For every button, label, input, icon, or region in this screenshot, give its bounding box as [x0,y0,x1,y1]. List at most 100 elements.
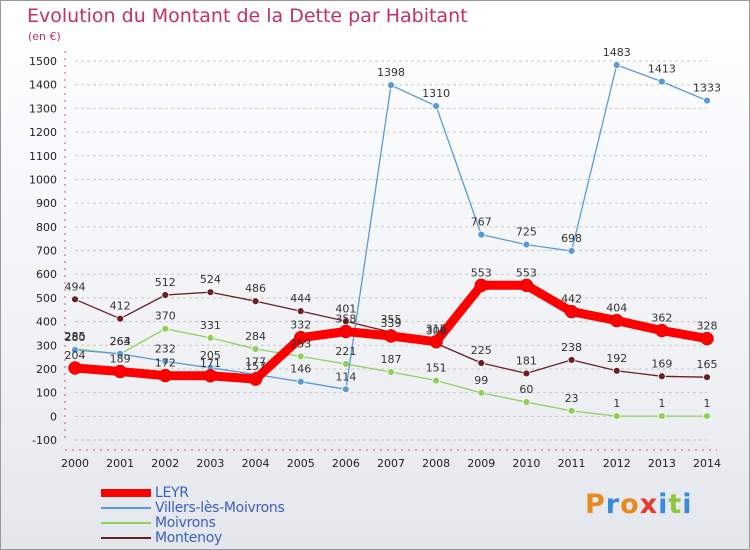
data-label-leyr: 171 [200,357,221,370]
data-point-montenoy [522,369,531,378]
y-tick-label: 100 [36,387,57,400]
data-label-montenoy: 444 [290,292,311,305]
data-label-moivrons: 1 [613,397,620,410]
data-point-montenoy [657,372,666,381]
data-label-montenoy: 524 [200,273,221,286]
y-tick-label: 800 [36,221,57,234]
data-label-montenoy: 192 [606,352,627,365]
legend-swatch-leyr [101,489,151,497]
data-point-villers-l-s-moivrons [567,247,576,255]
y-tick-label: 1400 [29,79,57,92]
x-tick-label: 2008 [422,457,450,470]
logo-letter: x [639,489,659,520]
legend-swatch-montenoy [101,537,151,539]
logo-letter: i [682,489,693,520]
data-label-villers-l-s-moivrons: 725 [516,226,537,239]
data-point-montenoy [206,288,215,297]
data-label-montenoy: 355 [381,313,402,326]
logo-letter: r [605,489,621,520]
data-label-villers-l-s-moivrons: 767 [471,216,492,229]
data-label-moivrons: 253 [290,337,311,350]
y-tick-label: 600 [36,268,57,281]
data-label-montenoy: 401 [335,302,356,315]
x-tick-label: 2004 [242,457,270,470]
data-label-leyr: 442 [561,293,582,306]
data-label-villers-l-s-moivrons: 232 [155,342,176,355]
data-label-leyr: 339 [381,317,402,330]
data-label-leyr: 553 [471,266,492,279]
data-point-moivrons [612,412,621,420]
data-label-moivrons: 221 [335,345,356,358]
x-tick-label: 2000 [61,457,89,470]
data-point-villers-l-s-moivrons [703,96,711,105]
data-point-villers-l-s-moivrons [116,349,125,358]
logo-letter: i [658,489,669,520]
y-tick-label: 400 [36,316,57,329]
data-label-montenoy: 181 [516,354,537,367]
data-label-leyr: 157 [245,360,266,373]
data-label-montenoy: 308 [426,324,447,337]
data-label-leyr: 358 [335,313,356,326]
data-label-montenoy: 165 [697,358,718,371]
y-tick-label: 0 [50,410,57,423]
data-point-villers-l-s-moivrons [612,61,621,69]
x-tick-label: 2005 [287,457,315,470]
y-tick-label: 1200 [29,126,57,139]
data-point-montenoy [296,307,305,316]
data-point-leyr [293,330,308,345]
x-tick-label: 2014 [693,457,721,470]
x-tick-label: 2010 [512,457,540,470]
data-point-leyr [474,278,489,293]
data-label-moivrons: 23 [565,392,579,405]
x-tick-label: 2003 [196,457,224,470]
data-point-montenoy [567,356,576,364]
x-tick-label: 2011 [558,457,586,470]
data-point-moivrons [703,412,711,420]
data-label-villers-l-s-moivrons: 698 [561,232,582,245]
data-point-montenoy [161,291,170,299]
data-label-leyr: 315 [426,323,447,336]
data-label-villers-l-s-moivrons: 1483 [603,46,631,59]
data-point-moivrons [522,398,531,407]
y-tick-label: -100 [32,434,57,447]
data-point-moivrons [341,360,350,368]
data-label-moivrons: 370 [155,310,176,323]
data-label-montenoy: 169 [651,357,672,370]
data-label-moivrons: 284 [245,330,266,343]
legend-label-leyr: LEYR [155,485,189,501]
chart-subtitle: (en €) [28,30,61,43]
data-point-montenoy [612,366,621,375]
data-label-villers-l-s-moivrons: 1413 [648,63,676,76]
legend-label-moivrons: Moivrons [155,515,216,531]
legend-label-villers: Villers-lès-Moivrons [155,500,285,516]
logo-letter: P [585,489,606,520]
data-label-leyr: 189 [110,353,131,366]
data-label-villers-l-s-moivrons: 114 [335,370,356,383]
logo-letter: t [668,489,683,520]
data-point-leyr [700,331,714,346]
y-tick-label: 1500 [29,55,57,68]
data-point-villers-l-s-moivrons [161,357,170,366]
y-tick-label: 1100 [29,150,57,163]
proxiti-logo: Proxiti [585,489,693,520]
data-label-leyr: 328 [697,320,718,333]
legend-label-montenoy: Montenoy [155,530,222,546]
data-point-montenoy [116,314,125,323]
data-point-moivrons [161,324,170,333]
data-label-villers-l-s-moivrons: 1333 [693,82,721,95]
x-tick-label: 2007 [377,457,405,470]
data-label-leyr: 172 [155,357,176,370]
chart-title: Evolution du Montant de la Dette par Hab… [27,5,468,27]
data-point-leyr [384,329,398,343]
y-tick-label: 700 [36,245,57,258]
data-label-leyr: 553 [516,266,537,279]
data-point-leyr [429,334,443,349]
data-label-villers-l-s-moivrons: 280 [65,331,86,344]
legend-swatch-moivrons [101,522,151,524]
data-point-leyr [158,368,173,383]
data-point-moivrons [477,388,486,397]
data-label-leyr: 362 [651,312,672,325]
data-label-moivrons: 331 [200,319,221,332]
data-point-moivrons [206,334,215,342]
